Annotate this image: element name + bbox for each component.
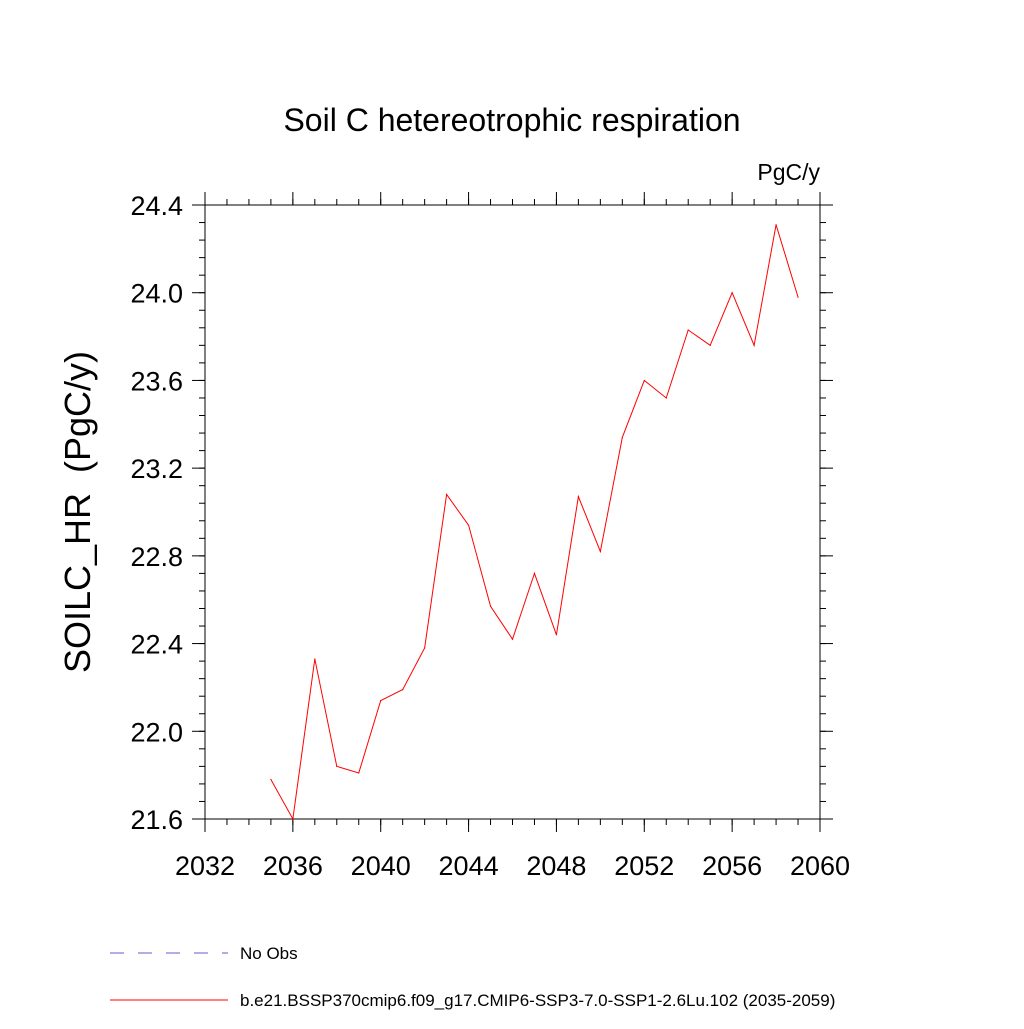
data-point [511,638,514,640]
y-tick-label: 21.6 [130,805,183,835]
x-tick-label: 2040 [351,851,411,881]
data-point [643,379,645,382]
data-point [797,296,799,298]
data-point [599,550,601,553]
series-line-1 [270,224,799,821]
data-point [753,344,755,346]
data-point [380,699,382,702]
data-point [292,818,294,820]
x-tick-label: 2032 [175,851,235,881]
data-point [446,493,448,496]
data-point [555,634,558,636]
data-point [336,765,338,767]
y-tick-label: 22.8 [130,542,183,572]
data-point [731,292,733,294]
data-point [489,605,492,607]
series-layer [270,224,799,821]
data-point [577,496,579,498]
data-point [314,658,316,660]
y-tick-label: 23.2 [130,454,183,484]
data-point [270,778,272,781]
plot-frame [204,204,821,820]
data-point [665,397,667,399]
data-point [687,329,689,331]
data-point [533,572,536,575]
x-tick-label: 2036 [263,851,323,881]
x-tick-label: 2052 [614,851,674,881]
data-point [709,344,711,346]
data-point [775,224,777,226]
y-tick-label: 22.4 [130,630,183,660]
x-tick-label: 2048 [526,851,586,881]
y-axis-ticks: 21.6 22.0 22.4 22.8 23.2 23.6 24.0 24.4 [130,191,833,835]
units-label: PgC/y [757,159,820,185]
x-axis-ticks: 2032 2036 2040 2044 2048 2052 2056 2060 [175,192,850,881]
data-point [358,772,360,774]
data-point [467,524,470,526]
y-tick-label: 23.6 [130,366,183,396]
data-point [621,436,623,439]
data-point [424,647,426,649]
y-axis-label: SOILC_HR (PgC/y) [57,351,98,673]
y-tick-label: 24.0 [130,279,183,309]
x-tick-label: 2056 [702,851,762,881]
data-point [402,689,404,691]
legend-label-no-obs: No Obs [240,944,298,963]
y-tick-label: 22.0 [130,717,183,747]
x-tick-label: 2060 [790,851,850,881]
y-tick-label: 24.4 [130,191,183,221]
chart-title: Soil C hetereotrophic respiration [283,102,740,138]
x-tick-label: 2044 [439,851,499,881]
legend-label-model: b.e21.BSSP370cmip6.f09_g17.CMIP6-SSP3-7.… [240,991,835,1010]
